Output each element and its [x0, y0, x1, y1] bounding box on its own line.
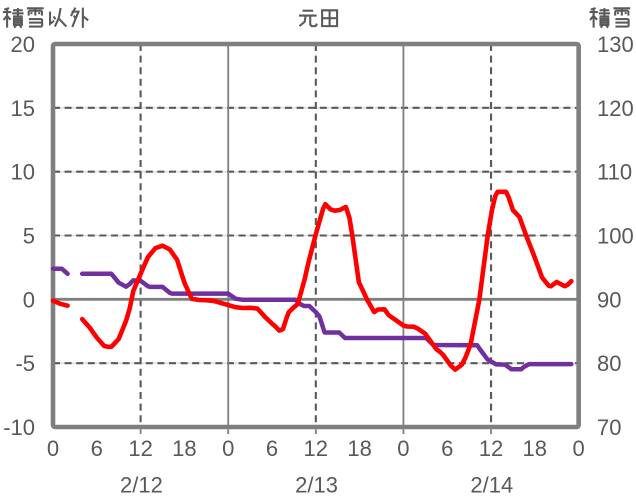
- svg-text:0: 0: [23, 287, 35, 312]
- svg-text:2/13: 2/13: [295, 473, 338, 498]
- svg-text:6: 6: [441, 436, 453, 461]
- svg-text:120: 120: [597, 96, 634, 121]
- svg-text:70: 70: [597, 415, 621, 440]
- svg-text:0: 0: [47, 436, 59, 461]
- svg-text:10: 10: [11, 160, 35, 185]
- svg-text:2/14: 2/14: [470, 473, 513, 498]
- svg-text:0: 0: [222, 436, 234, 461]
- svg-text:2/12: 2/12: [120, 473, 163, 498]
- svg-text:6: 6: [266, 436, 278, 461]
- svg-text:0: 0: [397, 436, 409, 461]
- svg-text:18: 18: [347, 436, 371, 461]
- svg-text:18: 18: [523, 436, 547, 461]
- svg-text:0: 0: [572, 436, 584, 461]
- svg-text:12: 12: [304, 436, 328, 461]
- svg-text:20: 20: [11, 32, 35, 57]
- svg-text:90: 90: [597, 287, 621, 312]
- svg-text:15: 15: [11, 96, 35, 121]
- svg-text:80: 80: [597, 351, 621, 376]
- svg-text:130: 130: [597, 32, 634, 57]
- svg-text:18: 18: [172, 436, 196, 461]
- svg-text:100: 100: [597, 224, 634, 249]
- svg-text:12: 12: [128, 436, 152, 461]
- svg-text:12: 12: [479, 436, 503, 461]
- svg-text:5: 5: [23, 224, 35, 249]
- svg-text:-10: -10: [3, 415, 35, 440]
- svg-text:-5: -5: [15, 351, 35, 376]
- svg-text:6: 6: [91, 436, 103, 461]
- svg-text:110: 110: [597, 160, 632, 185]
